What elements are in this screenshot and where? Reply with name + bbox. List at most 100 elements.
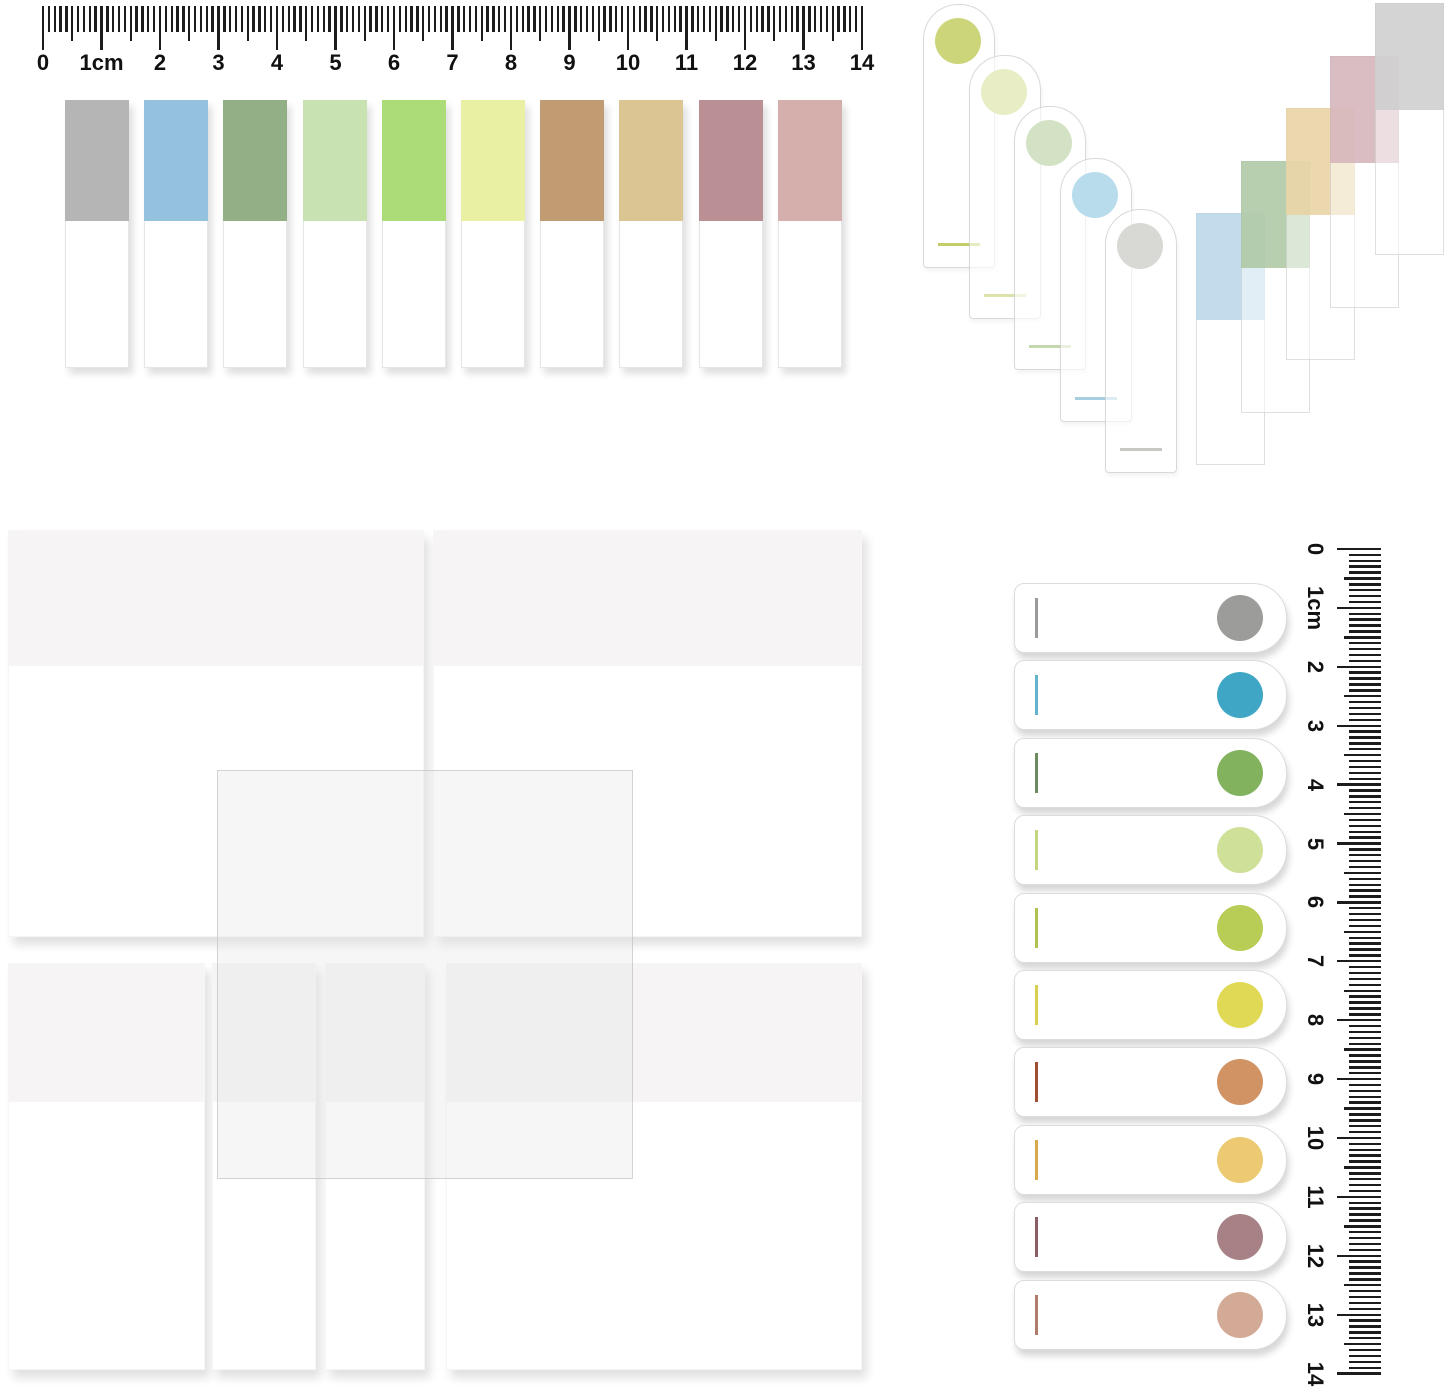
ruler-tick bbox=[1349, 854, 1381, 857]
ruler-tick bbox=[71, 6, 74, 41]
ruler-tick bbox=[1349, 965, 1381, 969]
ruler-number-label: 0 bbox=[1303, 542, 1328, 556]
ruler-tick bbox=[363, 6, 366, 41]
pill-tab-dot-green bbox=[1217, 749, 1263, 796]
ruler-number-label: 9 bbox=[1303, 1072, 1328, 1086]
ruler-tick bbox=[1349, 1366, 1381, 1369]
ruler-tick bbox=[1337, 1136, 1381, 1140]
ruler-tick bbox=[88, 6, 91, 32]
ruler-tick bbox=[1337, 724, 1381, 727]
ruler-tick bbox=[1349, 712, 1381, 716]
ruler-tick bbox=[773, 6, 776, 41]
ruler-tick bbox=[59, 6, 62, 32]
arch-tab-dot-gray bbox=[1117, 222, 1163, 269]
ruler-tick bbox=[515, 6, 519, 32]
flat-tab-color-block-sage-green bbox=[223, 100, 288, 221]
ruler-tick bbox=[632, 6, 636, 32]
flat-tab-gray bbox=[65, 100, 129, 368]
ruler-tick bbox=[568, 6, 571, 50]
ruler-tick bbox=[1349, 759, 1381, 763]
ruler-tick bbox=[854, 6, 858, 32]
ruler-tick bbox=[1349, 1189, 1381, 1193]
ruler-tick bbox=[1349, 865, 1381, 869]
ruler-tick bbox=[1337, 1254, 1381, 1257]
ruler-tick bbox=[1344, 989, 1381, 992]
ruler-tick bbox=[1349, 1319, 1381, 1322]
ruler-tick bbox=[580, 6, 583, 32]
ruler-tick bbox=[1349, 848, 1381, 851]
arch-tab-mark-line bbox=[1074, 396, 1117, 400]
ruler-number-label: 9 bbox=[563, 50, 576, 75]
flat-tab-tan-brown bbox=[540, 100, 605, 368]
pill-tab-mauve bbox=[1014, 1202, 1287, 1273]
ruler-tick bbox=[398, 6, 402, 32]
ruler-tick bbox=[1349, 883, 1381, 886]
ruler-tick bbox=[316, 6, 320, 32]
ruler-tick bbox=[1349, 559, 1381, 562]
ruler-tick bbox=[41, 6, 45, 50]
ruler-tick bbox=[1349, 1295, 1381, 1299]
pill-tab-tick-mark bbox=[1035, 907, 1038, 948]
flat-tab-blue bbox=[144, 100, 209, 368]
ruler-tick bbox=[597, 6, 600, 41]
ruler-tick bbox=[264, 6, 267, 32]
ruler-tick bbox=[129, 6, 132, 41]
ruler-tick bbox=[1337, 901, 1381, 904]
ruler-tick bbox=[240, 6, 244, 32]
ruler-tick bbox=[808, 6, 811, 32]
ruler-tick bbox=[1349, 706, 1381, 710]
ruler-tick bbox=[778, 6, 782, 32]
ruler-tick bbox=[1349, 600, 1381, 604]
ruler-tick bbox=[1349, 1219, 1381, 1222]
ruler-number-label: 4 bbox=[1303, 778, 1328, 791]
flat-tab-khaki bbox=[619, 100, 684, 368]
ruler-number-label: 11 bbox=[1303, 1185, 1328, 1209]
ruler-tick bbox=[351, 6, 355, 32]
ruler-tick bbox=[1349, 912, 1381, 916]
pill-tab-yellow bbox=[1014, 970, 1287, 1040]
flat-tab-color-block-gray bbox=[65, 100, 129, 221]
ruler-tick bbox=[533, 6, 536, 32]
ruler-number-label: 0 bbox=[36, 50, 50, 75]
ruler-tick bbox=[252, 6, 255, 32]
ruler-tick bbox=[626, 6, 630, 50]
transparent-sheet-overlay bbox=[217, 770, 633, 1179]
ruler-tick bbox=[1349, 1001, 1381, 1004]
ruler-tick bbox=[94, 6, 97, 32]
arch-tab-mark-line bbox=[938, 243, 980, 246]
ruler-tick bbox=[615, 6, 618, 32]
ruler-tick bbox=[1349, 700, 1381, 704]
ruler-tick bbox=[1337, 842, 1381, 845]
ruler-tick bbox=[334, 6, 337, 50]
pill-tab-dot-gray bbox=[1217, 595, 1263, 641]
ruler-tick bbox=[1344, 1225, 1381, 1228]
ruler-number-label: 10 bbox=[615, 50, 641, 75]
ruler-number-label: 13 bbox=[1303, 1302, 1328, 1327]
ruler-tick bbox=[737, 6, 741, 32]
ruler-tick bbox=[328, 6, 331, 32]
ruler-tick bbox=[749, 6, 753, 32]
stack-tab-gray bbox=[1375, 3, 1445, 255]
ruler-tick bbox=[340, 6, 343, 32]
ruler-tick bbox=[1337, 1077, 1381, 1081]
ruler-tick bbox=[82, 6, 86, 32]
ruler-tick bbox=[1349, 630, 1381, 633]
sticky-pad-adhesive-band bbox=[9, 964, 204, 1102]
ruler-tick bbox=[1349, 671, 1381, 674]
ruler-tick bbox=[1349, 765, 1381, 769]
pill-tab-dot-teal-blue bbox=[1217, 672, 1263, 719]
pill-tab-yellow-green bbox=[1014, 892, 1287, 963]
ruler-tick bbox=[170, 6, 173, 32]
ruler-tick bbox=[1337, 1019, 1381, 1022]
pill-tab-tick-mark bbox=[1035, 1062, 1038, 1103]
ruler-number-label: 10 bbox=[1303, 1125, 1328, 1151]
ruler-tick bbox=[521, 6, 524, 32]
ruler-tick bbox=[1344, 1048, 1381, 1051]
ruler-tick bbox=[492, 6, 495, 32]
ruler-tick bbox=[486, 6, 489, 32]
ruler-tick bbox=[299, 6, 302, 32]
ruler-tick bbox=[1349, 1301, 1381, 1305]
pill-tab-tick-mark bbox=[1035, 1217, 1038, 1258]
ruler-number-label: 3 bbox=[1303, 719, 1328, 732]
pill-tab-tick-mark bbox=[1035, 1139, 1038, 1180]
